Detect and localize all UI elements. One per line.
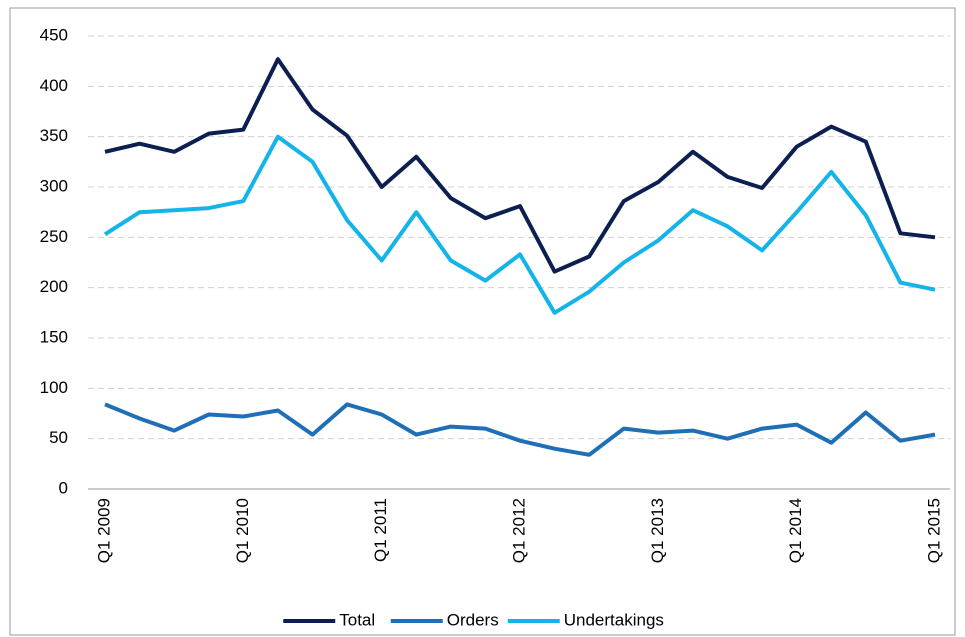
y-tick-label: 300: [40, 176, 68, 195]
series-line: [104, 402, 936, 457]
x-tick-label: Q1 2013: [648, 498, 667, 563]
legend-label: Orders: [447, 610, 499, 629]
y-tick-label: 100: [40, 378, 68, 397]
y-tick-label: 250: [40, 227, 68, 246]
y-tick-label: 450: [40, 25, 68, 44]
legend-label: Undertakings: [564, 610, 664, 629]
legend-label: Total: [339, 610, 375, 629]
series-line: [103, 134, 936, 315]
chart-border: [9, 7, 956, 636]
y-tick-label: 0: [59, 478, 68, 497]
x-tick-label: Q1 2010: [233, 498, 252, 563]
x-tick-label: Q1 2011: [371, 498, 390, 562]
x-tick-label: Q1 2014: [786, 498, 805, 563]
y-tick-label: 50: [49, 428, 68, 447]
y-tick-label: 200: [40, 277, 68, 296]
series-line: [104, 57, 936, 274]
y-tick-label: 400: [40, 76, 68, 95]
y-tick-label: 150: [40, 327, 68, 346]
x-tick-label: Q1 2015: [924, 498, 943, 563]
x-tick-label: Q1 2009: [94, 498, 113, 563]
y-tick-label: 350: [40, 126, 68, 145]
x-tick-label: Q1 2012: [509, 498, 528, 563]
